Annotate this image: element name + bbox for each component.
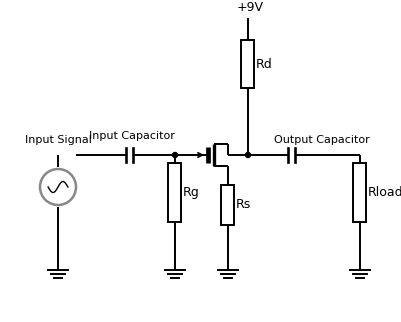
Text: Rg: Rg bbox=[182, 186, 199, 199]
Bar bbox=[241, 40, 254, 88]
Bar bbox=[221, 185, 234, 225]
Bar bbox=[352, 163, 366, 222]
Text: Input Capacitor: Input Capacitor bbox=[89, 131, 174, 141]
Bar bbox=[168, 163, 181, 222]
Text: Rd: Rd bbox=[255, 58, 272, 71]
Text: Input Signal: Input Signal bbox=[24, 135, 91, 145]
Text: Rload: Rload bbox=[367, 186, 401, 199]
Text: +9V: +9V bbox=[236, 1, 263, 14]
Text: Output Capacitor: Output Capacitor bbox=[273, 135, 369, 145]
Circle shape bbox=[245, 153, 250, 157]
Text: Rs: Rs bbox=[235, 198, 251, 212]
Circle shape bbox=[172, 153, 177, 157]
Circle shape bbox=[40, 169, 76, 205]
